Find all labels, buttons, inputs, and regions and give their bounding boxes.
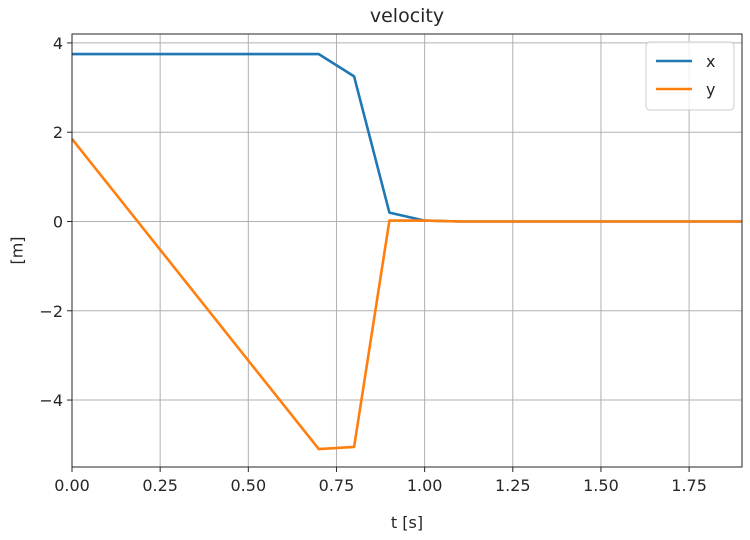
legend-box — [645, 41, 735, 111]
x-tick-label: 0.25 — [142, 476, 178, 495]
x-tick-label: 1.50 — [583, 476, 619, 495]
x-tick-label: 0.00 — [54, 476, 90, 495]
plot-area — [72, 34, 742, 467]
y-tick-label: −4 — [39, 391, 63, 410]
y-tick-label: 4 — [53, 34, 63, 53]
legend-label-x: x — [706, 52, 715, 71]
y-axis-label: [m] — [8, 236, 27, 264]
x-tick-label: 1.25 — [495, 476, 531, 495]
y-tick-label: −2 — [39, 302, 63, 321]
x-tick-label: 1.00 — [407, 476, 443, 495]
y-tick-label: 2 — [53, 123, 63, 142]
x-tick-label: 1.75 — [671, 476, 707, 495]
series-line-y — [70, 138, 742, 451]
legend: xy — [645, 41, 735, 111]
plot-frame — [71, 33, 743, 468]
axis-ticks: 0.00 0.25 0.50 0.75 1.00 1.25 1.50 1.75 4 2 0 −2 −4 — [39, 34, 707, 495]
x-axis-label: t [s] — [391, 513, 423, 532]
y-tick-label: 0 — [53, 212, 63, 231]
chart-title: velocity — [370, 5, 444, 27]
x-tick-label: 0.50 — [231, 476, 267, 495]
x-tick-label: 0.75 — [319, 476, 355, 495]
legend-label-y: y — [706, 80, 715, 99]
series-lines — [70, 52, 742, 451]
